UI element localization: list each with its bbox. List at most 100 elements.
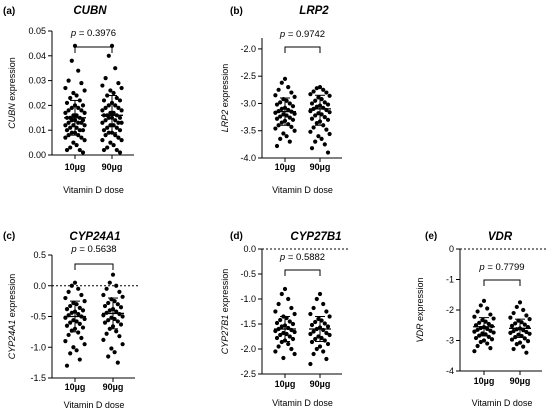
data-point	[292, 329, 297, 335]
x-category-label: 10µg	[474, 376, 495, 386]
y-tick-label: 0.5	[33, 250, 46, 260]
data-point	[79, 292, 84, 298]
data-point	[325, 324, 331, 329]
data-point	[292, 111, 297, 116]
data-point	[491, 330, 496, 335]
data-point	[77, 321, 82, 326]
data-point	[112, 316, 117, 322]
data-point	[488, 346, 493, 351]
data-point	[282, 76, 288, 82]
data-point	[101, 128, 107, 133]
p-value-number: = 0.9742	[288, 29, 325, 40]
y-axis-label-gene: CUBN	[7, 103, 17, 129]
data-point	[517, 300, 523, 305]
data-point	[114, 283, 119, 288]
data-point	[321, 87, 326, 92]
data-point	[521, 328, 526, 333]
data-point	[273, 328, 278, 334]
data-point	[69, 130, 74, 135]
data-point	[308, 129, 313, 134]
panel-label: (e)	[425, 231, 437, 242]
data-point	[79, 120, 84, 125]
panel-label: (b)	[230, 6, 243, 17]
data-point	[313, 98, 318, 103]
y-tick-label: -2	[446, 305, 454, 315]
x-category-label: 10µg	[65, 382, 86, 392]
data-point	[114, 309, 119, 314]
chart-panel-d: (d) CYP27B1 -2.5 -2.0 -1.5 -1.0 -0.5 0.0 10µg 90µ…	[220, 231, 350, 408]
data-point	[274, 320, 280, 326]
data-point	[77, 147, 82, 153]
data-point	[319, 96, 324, 102]
data-point	[485, 341, 490, 346]
data-point	[282, 286, 288, 292]
data-point	[114, 125, 119, 130]
data-point	[287, 101, 292, 106]
data-point	[290, 321, 296, 327]
data-point	[82, 299, 87, 304]
data-point	[79, 135, 84, 140]
data-point	[287, 334, 292, 339]
data-point	[66, 78, 71, 83]
data-point	[286, 296, 291, 302]
data-point	[517, 340, 523, 345]
data-point	[324, 356, 329, 362]
data-point	[524, 350, 529, 355]
data-point	[64, 323, 70, 328]
data-point	[316, 334, 321, 339]
data-point	[273, 93, 278, 98]
data-point	[111, 123, 116, 128]
data-point	[68, 320, 73, 325]
y-tick-label: 0.00	[28, 150, 46, 160]
data-point	[77, 305, 82, 310]
x-category-label: 10µg	[65, 162, 86, 172]
y-axis-label-gene: LRP2	[220, 110, 230, 133]
data-point	[313, 336, 318, 342]
data-point	[71, 123, 76, 128]
data-point	[82, 138, 87, 143]
data-point	[287, 115, 292, 120]
data-point	[308, 361, 313, 367]
data-point	[63, 135, 68, 140]
data-point	[514, 304, 519, 310]
data-point	[69, 118, 74, 123]
data-point	[71, 345, 76, 350]
data-point	[100, 120, 105, 125]
x-category-label: 90µg	[102, 162, 123, 172]
data-point	[279, 291, 284, 297]
data-point	[110, 272, 116, 277]
p-value-label: p = 0.5882	[279, 252, 325, 263]
data-point	[309, 116, 315, 121]
data-point	[108, 140, 113, 145]
data-point	[316, 95, 321, 100]
data-point	[489, 337, 495, 342]
data-point	[107, 280, 112, 285]
data-point	[290, 117, 296, 122]
data-point	[111, 90, 116, 96]
data-point	[64, 147, 70, 153]
data-point	[68, 351, 73, 356]
data-point	[114, 95, 119, 101]
data-point	[281, 355, 286, 361]
p-value-label: p = 0.9742	[279, 29, 325, 40]
data-point	[513, 321, 518, 326]
data-point	[279, 324, 284, 329]
x-category-label: 90µg	[310, 162, 331, 172]
data-point	[274, 335, 280, 341]
y-tick-label: 0.03	[28, 76, 46, 86]
data-point	[511, 310, 516, 316]
data-point	[308, 92, 313, 97]
data-point	[119, 85, 124, 91]
data-point	[115, 319, 120, 324]
data-point	[79, 108, 84, 113]
data-point	[281, 112, 286, 117]
data-point	[486, 321, 491, 327]
p-value-label: p = 0.3976	[70, 28, 116, 39]
data-point	[478, 339, 483, 345]
data-point	[292, 311, 297, 317]
data-point	[101, 313, 106, 318]
data-point	[274, 116, 280, 121]
data-point	[314, 86, 319, 91]
data-point	[106, 53, 111, 58]
